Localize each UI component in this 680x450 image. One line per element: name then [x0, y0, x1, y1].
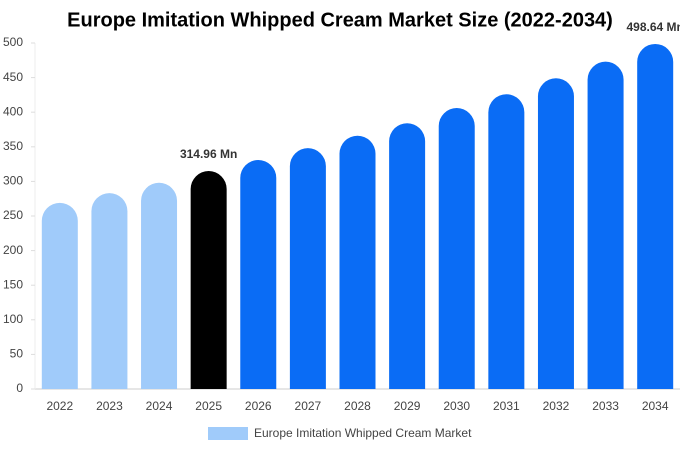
bar — [537, 78, 574, 390]
y-tick-label: 0 — [16, 381, 23, 395]
bar — [389, 123, 426, 389]
chart-title: Europe Imitation Whipped Cream Market Si… — [67, 9, 613, 31]
bar — [488, 94, 525, 390]
x-tick-label: 2024 — [146, 399, 173, 413]
bar — [438, 108, 475, 389]
bar — [141, 182, 178, 389]
y-tick-label: 450 — [3, 70, 23, 84]
x-tick-label: 2027 — [295, 399, 322, 413]
y-tick-label: 350 — [3, 139, 23, 153]
y-tick-label: 250 — [3, 208, 23, 222]
legend-swatch — [208, 427, 248, 440]
x-tick-label: 2030 — [443, 399, 470, 413]
x-tick-label: 2025 — [195, 399, 222, 413]
data-label: 314.96 Mn — [180, 147, 237, 161]
x-tick-label: 2026 — [245, 399, 272, 413]
y-tick-label: 500 — [3, 35, 23, 49]
bar — [91, 193, 128, 389]
x-tick-label: 2023 — [96, 399, 123, 413]
y-tick-label: 300 — [3, 174, 23, 188]
y-tick-label: 200 — [3, 243, 23, 257]
x-tick-label: 2034 — [642, 399, 669, 413]
y-tick-label: 100 — [3, 312, 23, 326]
x-tick-label: 2029 — [394, 399, 421, 413]
data-label: 498.64 Mn — [627, 20, 680, 34]
x-tick-label: 2022 — [46, 399, 73, 413]
y-tick-label: 150 — [3, 277, 23, 291]
bar — [41, 202, 78, 389]
bar — [587, 61, 624, 390]
y-tick-label: 400 — [3, 104, 23, 118]
x-tick-label: 2031 — [493, 399, 520, 413]
x-tick-label: 2028 — [344, 399, 371, 413]
bar — [339, 135, 376, 389]
legend-label: Europe Imitation Whipped Cream Market — [254, 426, 472, 440]
y-tick-label: 50 — [10, 347, 24, 361]
bar — [289, 148, 326, 389]
bar — [240, 159, 277, 389]
bar — [637, 43, 674, 389]
bar — [190, 171, 227, 389]
x-tick-label: 2032 — [543, 399, 570, 413]
x-tick-label: 2033 — [592, 399, 619, 413]
